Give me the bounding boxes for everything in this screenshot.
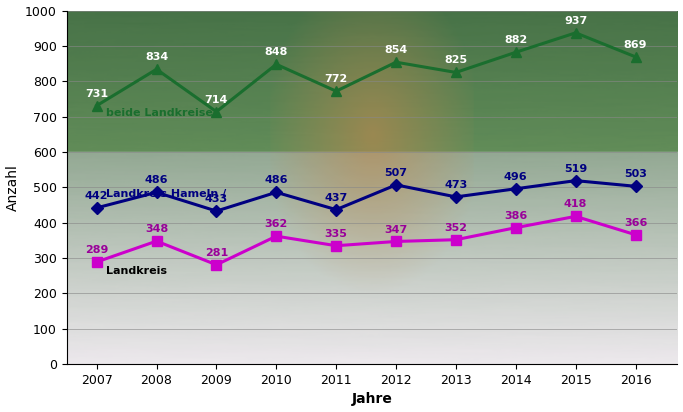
- Text: 433: 433: [205, 194, 228, 204]
- Text: 386: 386: [504, 211, 527, 221]
- Text: 442: 442: [85, 191, 109, 201]
- Text: 772: 772: [324, 74, 348, 84]
- Text: Landkreis: Landkreis: [106, 267, 167, 276]
- Text: 362: 362: [264, 219, 288, 229]
- Text: 714: 714: [205, 95, 228, 105]
- Text: 937: 937: [564, 16, 587, 26]
- Text: 347: 347: [385, 225, 408, 234]
- Text: 348: 348: [145, 224, 168, 234]
- Text: 882: 882: [504, 35, 527, 45]
- Text: 503: 503: [624, 169, 647, 179]
- Text: 289: 289: [85, 245, 109, 255]
- Text: 418: 418: [564, 199, 587, 209]
- Text: 519: 519: [564, 164, 587, 174]
- Text: 335: 335: [324, 229, 348, 239]
- Text: 848: 848: [264, 47, 288, 57]
- Text: 437: 437: [324, 193, 348, 203]
- Text: 834: 834: [145, 52, 168, 62]
- Text: Landkreis Hameln /: Landkreis Hameln /: [106, 189, 226, 199]
- Text: 473: 473: [444, 180, 468, 190]
- Text: 496: 496: [504, 172, 527, 182]
- Text: 825: 825: [445, 56, 467, 66]
- Text: 486: 486: [264, 176, 288, 185]
- Text: 352: 352: [445, 223, 467, 233]
- Text: 486: 486: [145, 176, 168, 185]
- Text: 366: 366: [624, 218, 647, 228]
- X-axis label: Jahre: Jahre: [352, 393, 393, 407]
- Y-axis label: Anzahl: Anzahl: [5, 164, 20, 211]
- Text: 869: 869: [624, 40, 647, 50]
- Text: 281: 281: [205, 248, 228, 258]
- Text: beide Landkreise: beide Landkreise: [106, 108, 212, 118]
- Text: 731: 731: [85, 89, 108, 99]
- Text: 507: 507: [385, 168, 408, 178]
- Text: 854: 854: [385, 45, 408, 55]
